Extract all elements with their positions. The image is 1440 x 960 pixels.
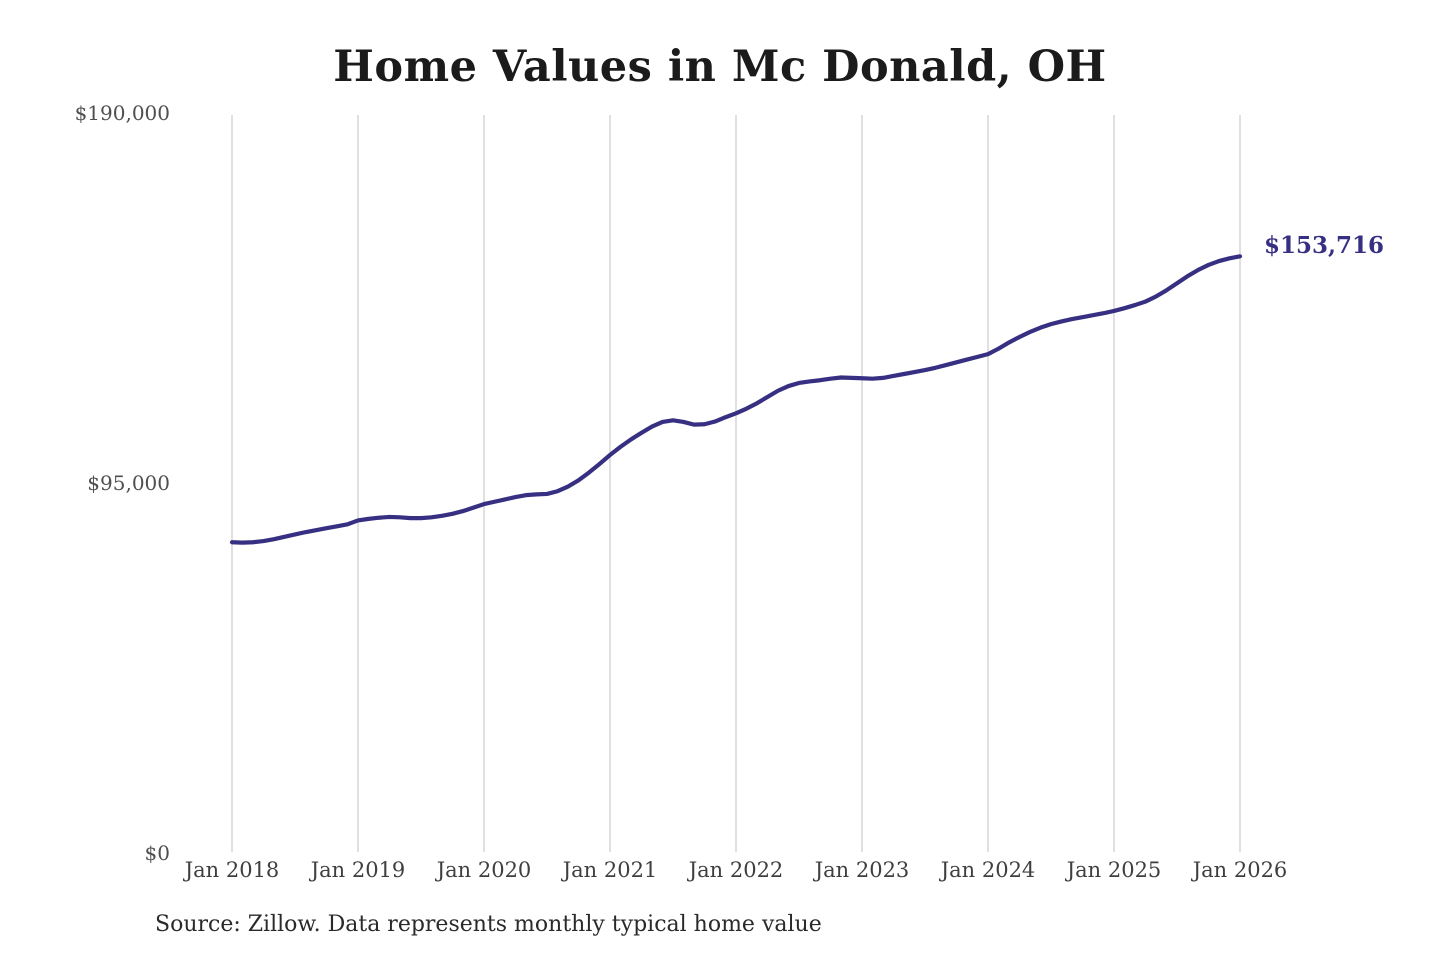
- x-tick-label: Jan 2020: [436, 858, 532, 882]
- x-tick-label: Jan 2018: [184, 858, 280, 882]
- x-tick-label: Jan 2022: [688, 858, 784, 882]
- x-tick-label: Jan 2019: [310, 858, 406, 882]
- x-tick-label: Jan 2023: [814, 858, 910, 882]
- x-tick-label: Jan 2026: [1192, 858, 1288, 882]
- x-tick-label: Jan 2025: [1066, 858, 1162, 882]
- x-tick-label: Jan 2021: [562, 858, 658, 882]
- chart-title: Home Values in Mc Donald, OH: [333, 42, 1107, 92]
- home-value-line: [229, 254, 1243, 545]
- y-tick-label: $190,000: [74, 101, 170, 125]
- y-tick-label: $0: [144, 841, 170, 865]
- x-tick-label: Jan 2024: [940, 858, 1036, 882]
- current-value-label: $153,716: [1264, 232, 1385, 259]
- source-note: Source: Zillow. Data represents monthly …: [155, 912, 822, 937]
- y-tick-label: $95,000: [87, 471, 170, 495]
